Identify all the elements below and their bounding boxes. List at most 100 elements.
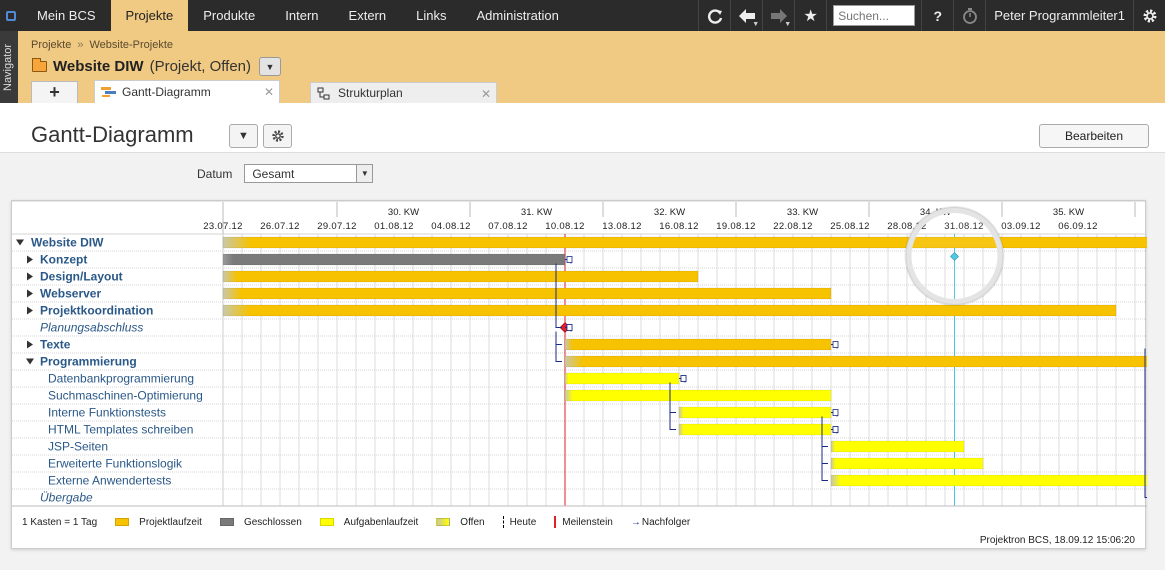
- row-label[interactable]: Programmierung: [40, 355, 137, 369]
- gantt-bar-aufgabe: [678, 406, 832, 419]
- gear-icon: [271, 130, 284, 142]
- breadcrumb-separator: »: [77, 39, 84, 51]
- collapse-triangle-icon: [16, 239, 24, 246]
- date-filter: Datum Gesamt ▼: [197, 164, 374, 183]
- row-label[interactable]: Texte: [40, 338, 71, 352]
- row-label[interactable]: Erweiterte Funktionslogik: [48, 457, 183, 471]
- date-filter-select[interactable]: Gesamt ▼: [244, 164, 374, 183]
- week-label: 33. KW: [787, 207, 818, 218]
- nav-item-administration[interactable]: Administration: [476, 8, 559, 23]
- project-name: Website DIW: [53, 58, 144, 75]
- chevron-down-icon: ▼: [356, 165, 373, 182]
- legend-item-meilenstein: Meilenstein: [554, 516, 613, 528]
- successor-link-handle: [832, 426, 839, 433]
- row-label[interactable]: Konzept: [40, 253, 87, 267]
- navigator-label: Navigator: [2, 43, 14, 91]
- favorites-star-icon[interactable]: ★: [794, 0, 826, 31]
- structure-icon: [317, 87, 331, 100]
- tab-strukturplan-label: Strukturplan: [338, 86, 403, 100]
- gantt-bar-aufgabe: [830, 474, 1147, 487]
- edit-button[interactable]: Bearbeiten: [1039, 124, 1149, 148]
- gantt-bar-aufgabe: [678, 423, 832, 436]
- legend-item-heute: Heute: [502, 516, 537, 528]
- row-label[interactable]: Suchmaschinen-Optimierung: [48, 389, 203, 403]
- forward-arrow-icon[interactable]: ▼: [762, 0, 794, 31]
- row-label[interactable]: Datenbankprogrammierung: [48, 372, 194, 386]
- row-label[interactable]: Externe Anwendertests: [48, 474, 171, 488]
- stopwatch-icon[interactable]: [953, 0, 985, 31]
- nav-item-intern[interactable]: Intern: [285, 8, 319, 23]
- legend-swatch-heute: [502, 516, 504, 528]
- breadcrumb-website-projekte[interactable]: Website-Projekte: [89, 39, 174, 51]
- row-label[interactable]: Übergabe: [40, 491, 93, 505]
- date-label: 10.08.12: [545, 221, 584, 232]
- highlight-circle-shadow: [904, 206, 1005, 306]
- expand-triangle-icon: [27, 306, 33, 315]
- gantt-bar-projekt: [564, 338, 832, 351]
- tab-gantt-diagramm[interactable]: Gantt-Diagramm ✕: [94, 80, 280, 103]
- settings-gear-button[interactable]: [263, 124, 292, 148]
- legend-item-offen: Offen: [436, 517, 485, 528]
- app-logo-icon[interactable]: [0, 0, 22, 31]
- close-tab-icon[interactable]: ✕: [263, 85, 274, 99]
- legend-item-projekt: Projektlaufzeit: [115, 517, 202, 528]
- date-label: 03.09.12: [1001, 221, 1040, 232]
- expand-triangle-icon: [27, 255, 33, 264]
- gantt-bar-projekt: [222, 287, 832, 300]
- date-label: 26.07.12: [260, 221, 299, 232]
- legend-swatch-nachfolger: →: [630, 516, 641, 528]
- gantt-bar-projekt: [222, 236, 1147, 249]
- gear-icon[interactable]: [1133, 0, 1165, 31]
- row-label[interactable]: Projektkoordination: [40, 304, 153, 318]
- refresh-icon[interactable]: [698, 0, 730, 31]
- gantt-bar-projekt: [222, 304, 1117, 317]
- date-label: 19.08.12: [716, 221, 755, 232]
- legend-swatch-projekt: [115, 518, 130, 526]
- tab-strukturplan[interactable]: Strukturplan ✕: [310, 82, 497, 103]
- project-menu-dropdown-button[interactable]: ▼: [259, 57, 282, 76]
- project-header: Projekte » Website-Projekte Website DIW (P…: [18, 31, 1165, 103]
- nav-item-mein-bcs[interactable]: Mein BCS: [37, 8, 96, 23]
- nav-item-projekte[interactable]: Projekte: [110, 0, 189, 31]
- help-icon[interactable]: ?: [921, 0, 953, 31]
- gantt-legend: 1 Kasten = 1 Tag Projektlaufzeit Geschloss…: [22, 516, 708, 528]
- legend-label: Heute: [509, 516, 537, 528]
- today-marker-icon: [950, 252, 959, 261]
- date-label: 29.07.12: [317, 221, 356, 232]
- add-tab-button[interactable]: +: [31, 81, 78, 103]
- navigator-toggle[interactable]: Navigator: [0, 31, 18, 103]
- user-name[interactable]: Peter Programmleiter1: [985, 0, 1133, 31]
- expand-triangle-icon: [27, 272, 33, 281]
- nav-item-links[interactable]: Links: [416, 8, 447, 23]
- gantt-bar-projekt: [564, 355, 1147, 368]
- row-label[interactable]: Website DIW: [31, 236, 104, 250]
- row-label[interactable]: Webserver: [40, 287, 101, 301]
- back-arrow-icon[interactable]: ▼: [730, 0, 762, 31]
- nav-item-extern[interactable]: Extern: [348, 8, 387, 23]
- nav-item-produkte[interactable]: Produkte: [203, 8, 256, 23]
- close-tab-icon[interactable]: ✕: [480, 87, 491, 101]
- row-label[interactable]: Interne Funktionstests: [48, 406, 166, 420]
- row-label[interactable]: Design/Layout: [40, 270, 123, 284]
- legend-swatch-meilenstein: [554, 516, 557, 528]
- page-title: Gantt-Diagramm: [31, 122, 194, 147]
- legend-item-aufgabe: Aufgabenlaufzeit: [319, 517, 418, 528]
- row-label[interactable]: JSP-Seiten: [48, 440, 108, 454]
- expand-triangle-icon: [27, 289, 33, 298]
- legend-swatch-offen: [436, 518, 451, 526]
- breadcrumb: Projekte » Website-Projekte: [31, 39, 173, 51]
- row-label[interactable]: Planungsabschluss: [40, 321, 143, 335]
- gantt-icon: [101, 86, 116, 98]
- tab-bar: + Gantt-Diagramm ✕ Strukturplan ✕: [31, 80, 497, 103]
- row-label[interactable]: HTML Templates schreiben: [48, 423, 193, 437]
- date-label: 22.08.12: [773, 221, 812, 232]
- gantt-bar-projekt: [222, 270, 699, 283]
- tab-gantt-label: Gantt-Diagramm: [122, 85, 211, 99]
- legend-item-note: 1 Kasten = 1 Tag: [22, 517, 97, 528]
- breadcrumb-projekte[interactable]: Projekte: [31, 39, 72, 51]
- search-input[interactable]: [833, 5, 916, 26]
- view-dropdown-button[interactable]: ▼: [229, 124, 258, 148]
- legend-swatch-geschlossen: [219, 518, 234, 526]
- help-label: ?: [933, 7, 942, 24]
